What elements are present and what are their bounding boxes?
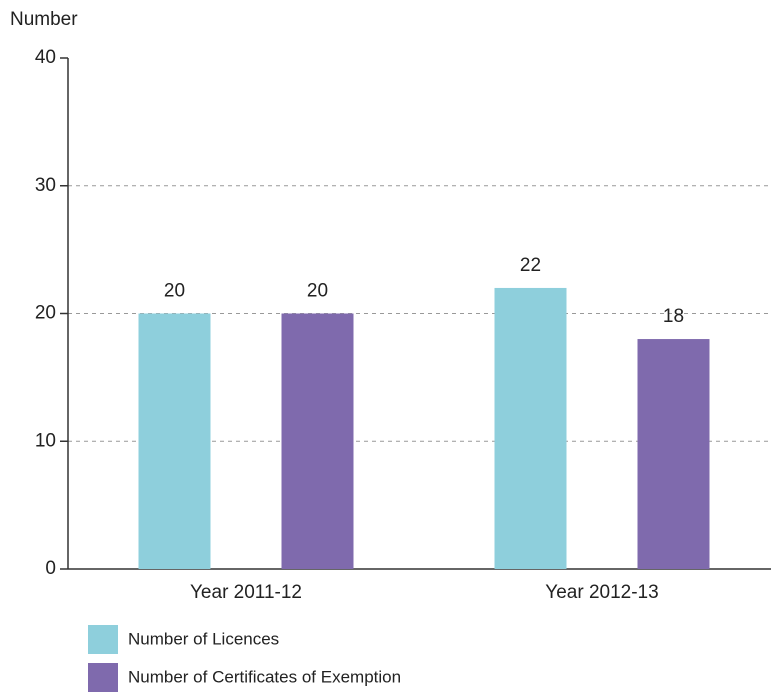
value-label: 18 [663,306,684,327]
y-tick-label: 10 [35,430,56,451]
x-tick-label: Year 2012-13 [545,582,658,603]
value-label: 20 [307,281,328,302]
bar [138,313,211,569]
y-tick-label: 40 [35,47,56,68]
bar [637,339,710,569]
y-tick-label: 20 [35,303,56,324]
legend-swatch [88,625,118,654]
legend-label: Number of Certificates of Exemption [128,667,401,686]
y-axis-label: Number [10,9,78,30]
y-tick-label: 0 [45,558,56,579]
value-label: 20 [164,281,185,302]
value-label: 22 [520,255,541,276]
bar [494,287,567,569]
legend-swatch [88,663,118,692]
legend-label: Number of Licences [128,629,279,648]
bar [281,313,354,569]
x-tick-label: Year 2011-12 [190,582,302,603]
y-tick-label: 30 [35,175,56,196]
